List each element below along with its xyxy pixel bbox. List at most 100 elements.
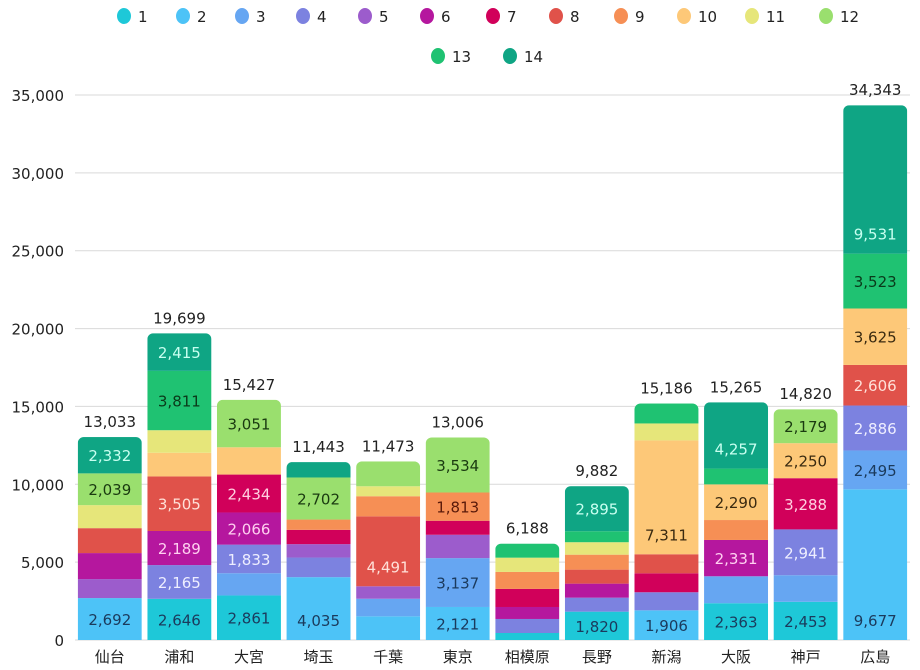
bar-segment-東京-series-9[interactable] <box>425 492 490 521</box>
bar-segment-埼玉-series-14[interactable] <box>286 462 351 478</box>
bar-浦和[interactable]: 2,646 2,165 2,189 3,505 3,811 2,415 19,699 <box>147 309 212 640</box>
bar-segment-広島-series-3[interactable] <box>843 450 908 490</box>
bar-segment-大阪-series-3[interactable] <box>704 576 769 604</box>
bar-千葉[interactable]: 4,491 11,473 <box>356 437 421 640</box>
bar-相模原[interactable]: 6,188 <box>495 520 560 640</box>
bar-segment-神戸-series-3[interactable] <box>773 575 838 602</box>
legend-item-12[interactable]: 12 <box>819 8 859 26</box>
bar-segment-神戸-series-4[interactable] <box>773 529 838 576</box>
legend-item-13[interactable]: 13 <box>431 48 471 66</box>
bar-segment-神戸-series-7[interactable] <box>773 478 838 530</box>
bar-segment-仙台-series-11[interactable] <box>77 505 142 529</box>
bar-segment-仙台-series-14[interactable] <box>77 437 142 474</box>
bar-segment-相模原-series-9[interactable] <box>495 571 560 589</box>
bar-segment-新潟-series-4[interactable] <box>634 592 699 611</box>
bar-segment-広島-series-4[interactable] <box>843 405 908 451</box>
bar-segment-大宮-series-7[interactable] <box>216 474 281 513</box>
bar-新潟[interactable]: 1,906 7,311 15,186 <box>634 380 699 640</box>
bar-segment-仙台-series-6[interactable] <box>77 553 142 580</box>
bar-segment-千葉-series-8[interactable] <box>356 516 421 587</box>
bar-segment-埼玉-series-7[interactable] <box>286 529 351 545</box>
bar-segment-長野-series-13[interactable] <box>564 531 629 543</box>
bar-segment-長野-series-9[interactable] <box>564 554 629 570</box>
bar-segment-埼玉-series-2[interactable] <box>286 577 351 640</box>
bar-segment-浦和-series-13[interactable] <box>147 370 212 431</box>
legend-item-6[interactable]: 6 <box>420 8 451 26</box>
bar-segment-相模原-series-7[interactable] <box>495 588 560 607</box>
bar-segment-大宮-series-3[interactable] <box>216 573 281 596</box>
bar-埼玉[interactable]: 4,035 2,702 11,443 <box>286 438 351 640</box>
bar-segment-相模原-series-13[interactable] <box>495 543 560 558</box>
bar-segment-東京-series-3[interactable] <box>425 558 490 607</box>
bar-大宮[interactable]: 2,861 1,833 2,066 2,434 3,051 15,427 <box>216 376 281 640</box>
legend-item-11[interactable]: 11 <box>745 8 785 26</box>
bar-segment-浦和-series-8[interactable] <box>147 476 212 531</box>
bar-segment-相模原-series-11[interactable] <box>495 557 560 572</box>
bar-segment-長野-series-11[interactable] <box>564 542 629 555</box>
bar-segment-大宮-series-10[interactable] <box>216 447 281 475</box>
bar-segment-浦和-series-4[interactable] <box>147 565 212 599</box>
bar-大阪[interactable]: 2,363 2,331 2,290 4,257 15,265 <box>704 378 769 640</box>
bar-segment-浦和-series-11[interactable] <box>147 430 212 453</box>
bar-segment-千葉-series-3[interactable] <box>356 598 421 617</box>
bar-segment-広島-series-2[interactable] <box>843 489 908 640</box>
bar-長野[interactable]: 1,820 2,895 9,882 <box>564 462 629 640</box>
bar-segment-東京-series-5[interactable] <box>425 534 490 559</box>
legend-item-3[interactable]: 3 <box>235 8 266 26</box>
bar-segment-神戸-series-1[interactable] <box>773 601 838 640</box>
bar-segment-大阪-series-6[interactable] <box>704 539 769 577</box>
bar-segment-新潟-series-8[interactable] <box>634 554 699 574</box>
bar-segment-大阪-series-1[interactable] <box>704 603 769 640</box>
legend-item-7[interactable]: 7 <box>486 8 517 26</box>
bar-segment-広島-series-8[interactable] <box>843 364 908 406</box>
bar-segment-大阪-series-10[interactable] <box>704 484 769 521</box>
bar-segment-大宮-series-1[interactable] <box>216 595 281 640</box>
bar-segment-長野-series-8[interactable] <box>564 569 629 584</box>
bar-segment-浦和-series-6[interactable] <box>147 531 212 566</box>
bar-segment-長野-series-4[interactable] <box>564 597 629 612</box>
bar-segment-大宮-series-12[interactable] <box>216 399 281 448</box>
bar-segment-千葉-series-5[interactable] <box>356 586 421 599</box>
bar-segment-新潟-series-11[interactable] <box>634 423 699 441</box>
bar-segment-大阪-series-14[interactable] <box>704 402 769 469</box>
bar-segment-仙台-series-2[interactable] <box>77 598 142 640</box>
legend-item-9[interactable]: 9 <box>614 8 645 26</box>
bar-広島[interactable]: 9,677 2,495 2,886 2,606 3,625 3,523 9,531 34,34… <box>843 81 908 640</box>
bar-segment-広島-series-14[interactable] <box>843 105 908 254</box>
bar-segment-浦和-series-1[interactable] <box>147 598 212 640</box>
bar-segment-相模原-series-1[interactable] <box>495 632 560 640</box>
bar-segment-神戸-series-10[interactable] <box>773 443 838 479</box>
bar-segment-浦和-series-10[interactable] <box>147 452 212 477</box>
bar-segment-大宮-series-6[interactable] <box>216 512 281 545</box>
bar-仙台[interactable]: 2,692 2,039 2,332 13,033 <box>77 413 142 640</box>
bar-segment-東京-series-7[interactable] <box>425 520 490 535</box>
bar-segment-仙台-series-5[interactable] <box>77 579 142 599</box>
bar-segment-埼玉-series-12[interactable] <box>286 477 351 520</box>
legend-item-5[interactable]: 5 <box>358 8 389 26</box>
bar-segment-千葉-series-12[interactable] <box>356 461 421 487</box>
legend-item-8[interactable]: 8 <box>549 8 580 26</box>
bar-segment-広島-series-10[interactable] <box>843 308 908 365</box>
bar-segment-大宮-series-4[interactable] <box>216 544 281 574</box>
bar-segment-広島-series-13[interactable] <box>843 253 908 309</box>
bar-segment-長野-series-6[interactable] <box>564 583 629 598</box>
bar-segment-相模原-series-4[interactable] <box>495 618 560 633</box>
bar-東京[interactable]: 2,121 3,137 1,813 3,534 13,006 <box>425 413 490 640</box>
bar-segment-大阪-series-9[interactable] <box>704 520 769 540</box>
legend-item-4[interactable]: 4 <box>296 8 327 26</box>
bar-segment-長野-series-1[interactable] <box>564 611 629 640</box>
bar-segment-千葉-series-11[interactable] <box>356 486 421 497</box>
bar-segment-新潟-series-13[interactable] <box>634 403 699 424</box>
bar-segment-相模原-series-6[interactable] <box>495 606 560 619</box>
bar-segment-長野-series-14[interactable] <box>564 486 629 532</box>
bar-segment-新潟-series-2[interactable] <box>634 610 699 640</box>
bar-segment-東京-series-12[interactable] <box>425 437 490 493</box>
bar-神戸[interactable]: 2,453 2,941 3,288 2,250 2,179 14,820 <box>773 385 838 640</box>
bar-segment-神戸-series-12[interactable] <box>773 409 838 444</box>
bar-segment-千葉-series-9[interactable] <box>356 496 421 517</box>
bar-segment-仙台-series-8[interactable] <box>77 528 142 554</box>
legend-item-10[interactable]: 10 <box>677 8 717 26</box>
bar-segment-埼玉-series-5[interactable] <box>286 544 351 558</box>
bar-segment-新潟-series-7[interactable] <box>634 573 699 593</box>
bar-segment-浦和-series-14[interactable] <box>147 333 212 371</box>
